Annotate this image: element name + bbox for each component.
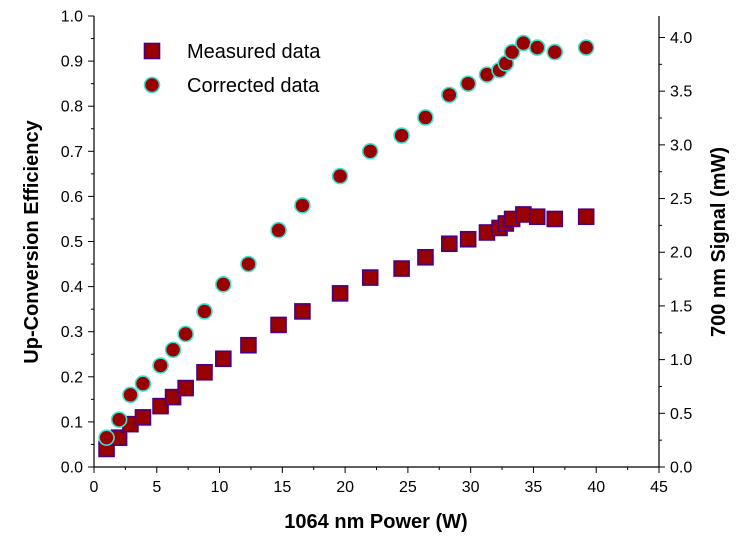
x-tick-label: 5 <box>152 479 161 496</box>
corrected-point <box>164 341 182 359</box>
y2-tick-label: 0.0 <box>670 460 692 477</box>
measured-point <box>417 248 434 266</box>
corrected-point <box>528 39 546 56</box>
measured-point <box>240 336 257 354</box>
y-axis-title: Up-Conversion Efficiency <box>21 119 43 363</box>
measured-point <box>361 269 379 286</box>
measured-point <box>577 208 595 225</box>
y-tick-label: 0.1 <box>61 414 83 431</box>
x-tick-label: 0 <box>90 479 99 496</box>
y2-tick-label: 1.5 <box>670 298 692 315</box>
x-tick-label: 15 <box>273 479 291 496</box>
measured-point <box>196 363 213 381</box>
y2-tick-label: 2.0 <box>670 245 692 262</box>
y2-tick-label: 0.5 <box>670 406 692 423</box>
corrected-point <box>546 43 564 61</box>
corrected-point <box>459 75 477 92</box>
y-tick-label: 0.3 <box>61 324 83 341</box>
corrected-point <box>503 43 521 61</box>
y-tick-label: 0.4 <box>61 279 83 296</box>
y-axis-ticks: 0.0 0.1 0.2 0.3 0.4 0.5 0.6 0.7 0.8 0.9 1.0 <box>61 9 94 477</box>
y-tick-label: 0.6 <box>61 189 83 206</box>
measured-point <box>546 210 564 228</box>
y2-tick-label: 2.5 <box>670 191 692 208</box>
y-tick-label: 0.8 <box>61 99 83 116</box>
measured-series <box>98 206 595 458</box>
y2-tick-label: 3.0 <box>670 137 692 154</box>
measured-point <box>294 303 311 320</box>
y-tick-label: 0.9 <box>61 54 83 71</box>
legend-marker <box>143 42 161 60</box>
legend-label: Measured data <box>187 41 321 63</box>
x-tick-label: 35 <box>525 479 543 496</box>
y-tick-label: 1.0 <box>61 9 83 26</box>
corrected-point <box>361 143 379 160</box>
corrected-point <box>134 375 152 392</box>
measured-point <box>393 260 410 277</box>
measured-point <box>331 285 349 302</box>
corrected-series <box>98 34 595 446</box>
corrected-point <box>393 127 410 144</box>
y-tick-label: 0.0 <box>61 460 83 477</box>
series-layer <box>98 34 595 458</box>
measured-point <box>528 208 546 225</box>
x-axis-title: 1064 nm Power (W) <box>284 511 467 533</box>
corrected-point <box>577 39 595 56</box>
corrected-point <box>196 303 213 320</box>
corrected-point <box>152 357 169 374</box>
measured-point <box>152 397 169 415</box>
y-tick-label: 0.7 <box>61 144 83 161</box>
x-tick-label: 40 <box>587 479 605 496</box>
measured-point <box>459 230 477 248</box>
corrected-point <box>240 255 257 273</box>
corrected-point <box>110 411 128 428</box>
x-axis-ticks: 0 5 10 15 20 25 30 35 40 45 <box>90 467 668 496</box>
measured-point <box>134 409 152 426</box>
corrected-point <box>417 109 434 126</box>
y-tick-label: 0.2 <box>61 369 83 386</box>
corrected-point <box>177 325 194 343</box>
y2-axis-ticks: 0.0 0.5 1.0 1.5 2.0 2.5 3.0 3.5 4.0 <box>659 30 692 477</box>
y2-tick-label: 1.0 <box>670 352 692 369</box>
y2-tick-label: 4.0 <box>670 30 692 47</box>
x-tick-label: 25 <box>399 479 417 496</box>
measured-point <box>177 379 194 397</box>
measured-point <box>515 206 532 223</box>
measured-point <box>215 350 232 368</box>
y2-axis-title: 700 nm Signal (mW) <box>708 147 730 337</box>
legend-marker <box>143 76 161 94</box>
corrected-point <box>294 197 311 214</box>
measured-point <box>270 316 287 334</box>
corrected-point <box>215 276 232 293</box>
corrected-point <box>122 386 139 404</box>
measured-point <box>164 388 182 406</box>
corrected-point <box>98 429 115 446</box>
corrected-point <box>270 221 287 239</box>
x-tick-label: 10 <box>211 479 229 496</box>
y-tick-label: 0.5 <box>61 234 83 251</box>
x-tick-label: 30 <box>462 479 480 496</box>
corrected-point <box>331 167 349 185</box>
corrected-point <box>515 34 532 52</box>
x-tick-label: 20 <box>336 479 354 496</box>
legend: Measured data Corrected data <box>143 41 321 97</box>
y2-tick-label: 3.5 <box>670 84 692 101</box>
x-tick-label: 45 <box>650 479 668 496</box>
measured-point <box>441 235 458 253</box>
legend-label: Corrected data <box>187 75 320 97</box>
corrected-point <box>441 86 458 104</box>
